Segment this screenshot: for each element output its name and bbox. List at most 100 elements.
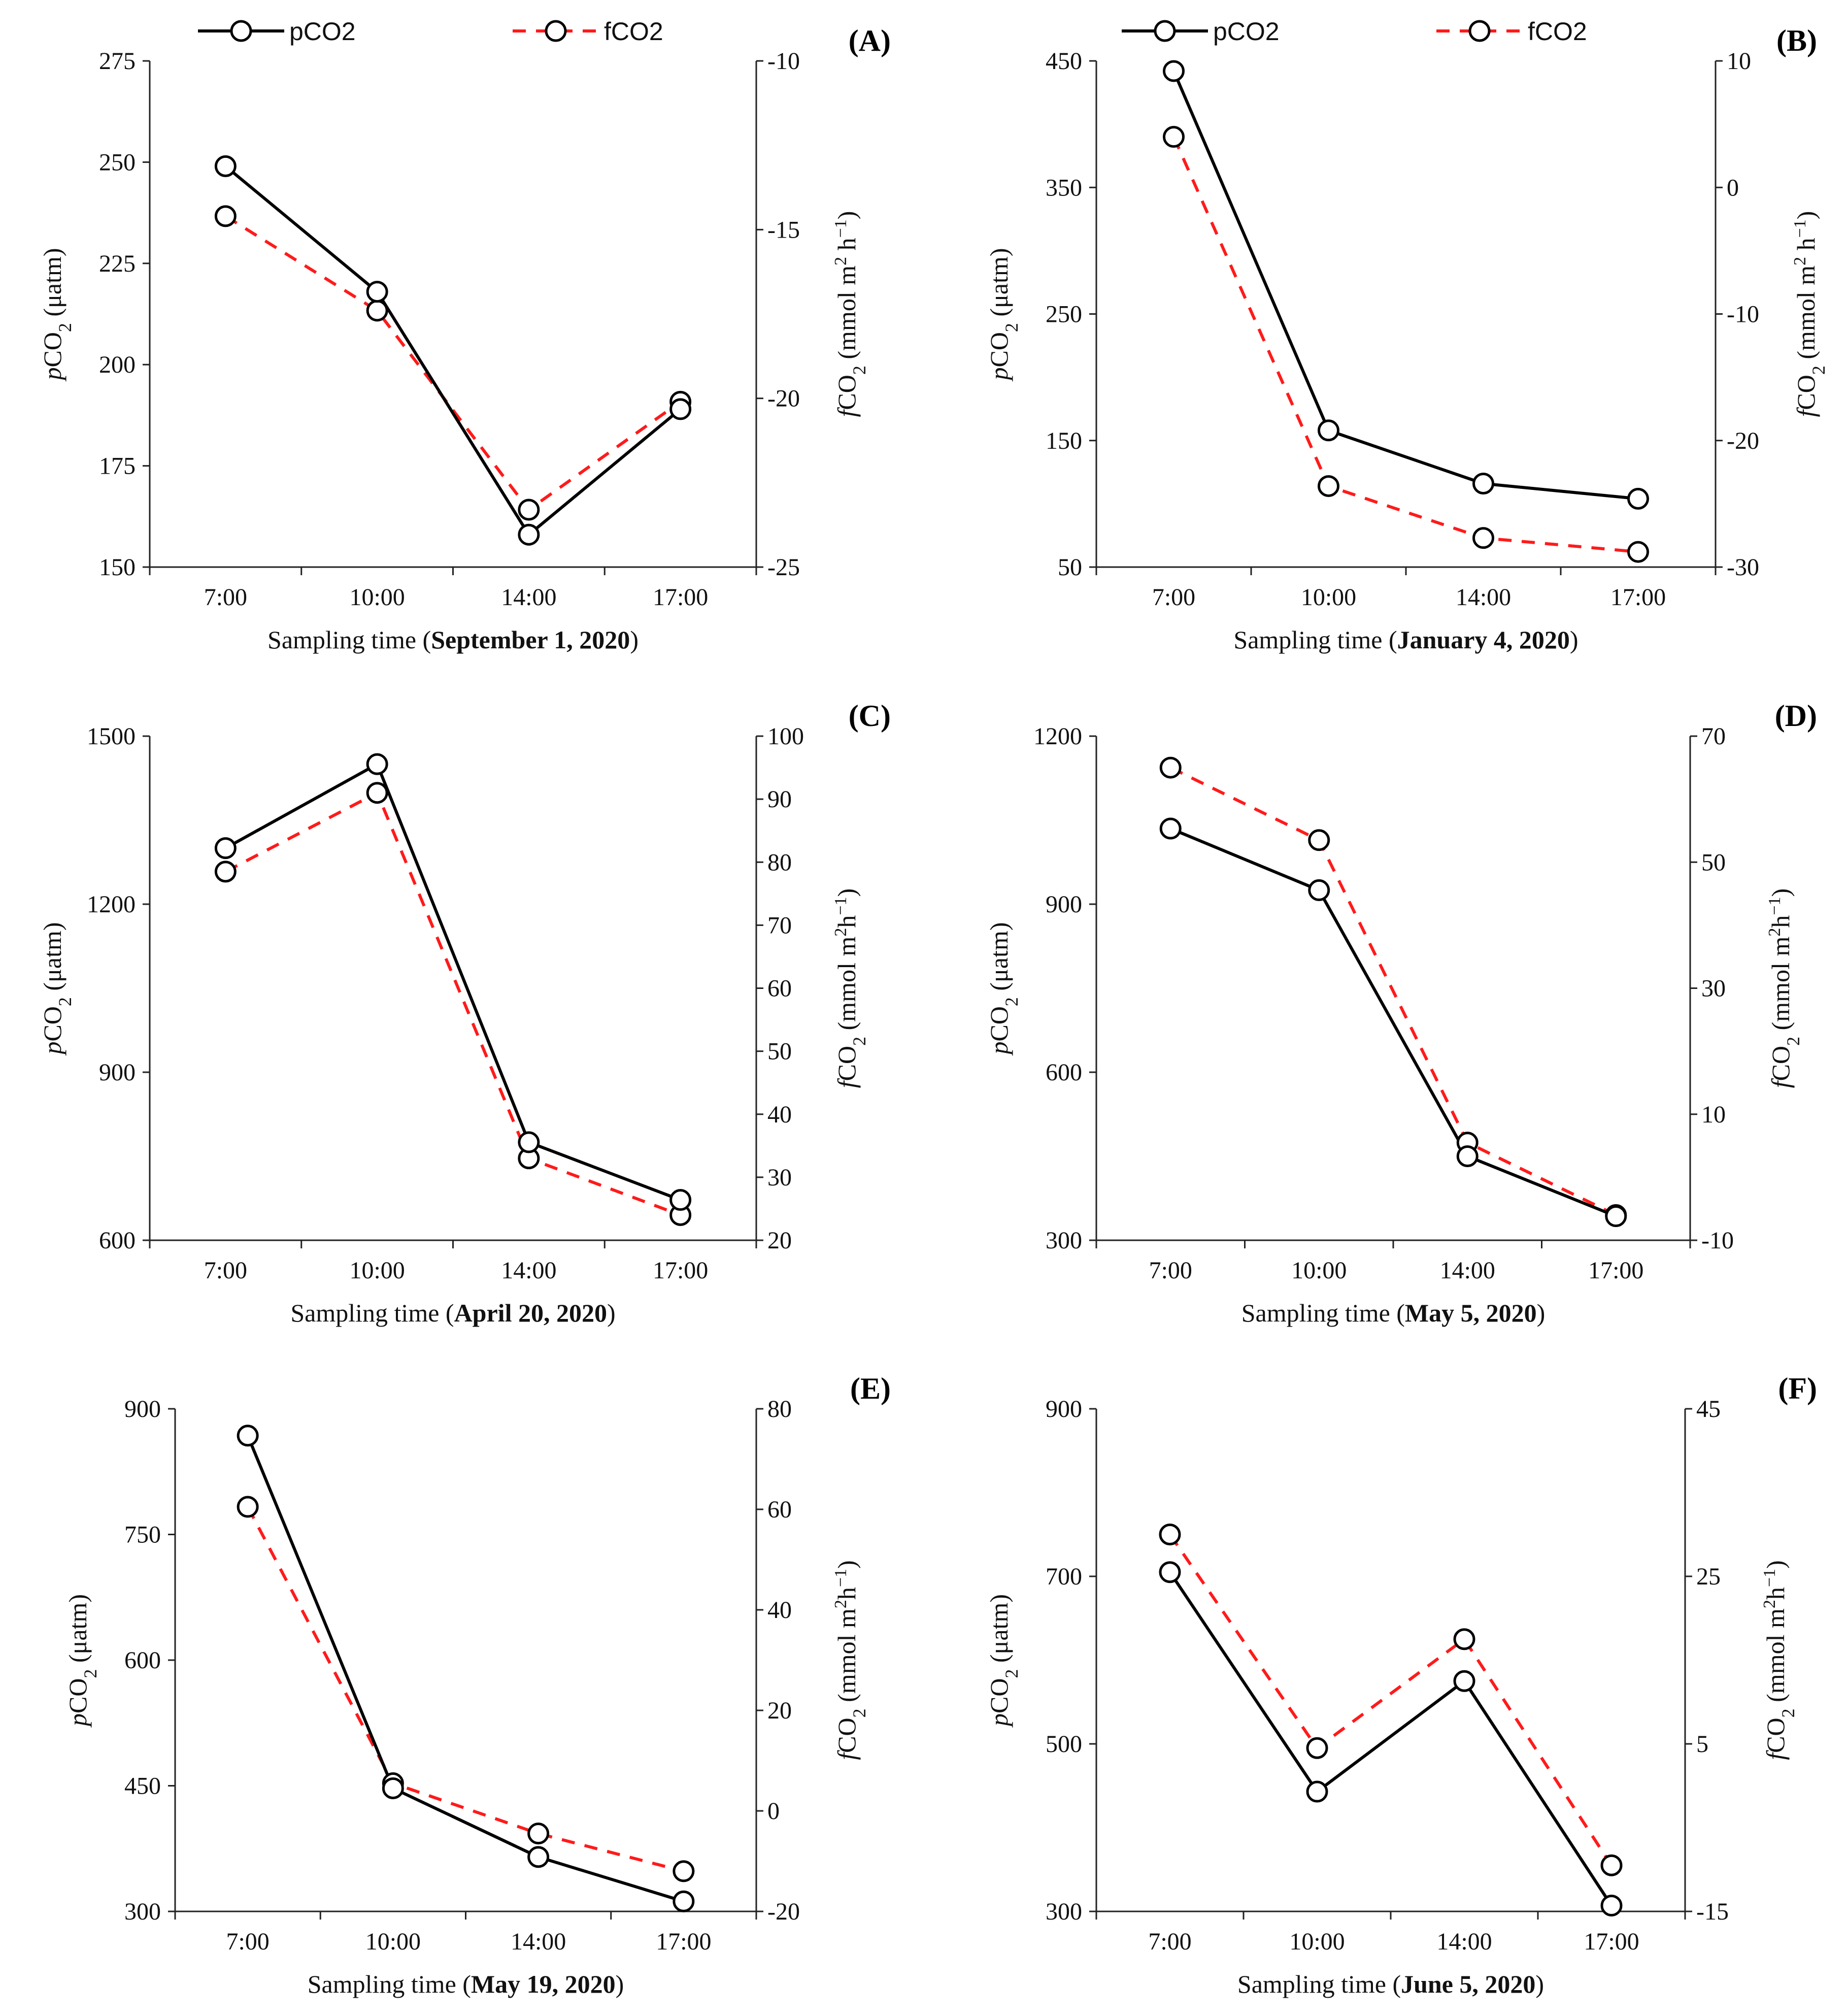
panel-c-fco2-point xyxy=(366,782,388,804)
panel-d-right-axis-title: fCO2 (mmol m2h−1) xyxy=(1765,888,1804,1088)
svg-text:fCO2 (mmol m2h−1): fCO2 (mmol m2h−1) xyxy=(831,888,870,1088)
panel-f-left-tick-label: 500 xyxy=(1046,1731,1082,1758)
panel-e-right-axis-title: fCO2 (mmol m2h−1) xyxy=(831,1560,870,1760)
panel-d-left-axis-title: pCO2 (μatm) xyxy=(985,922,1022,1055)
panel-b-x-tick-label: 14:00 xyxy=(1456,584,1511,611)
panel-b-label: (B) xyxy=(1776,24,1817,57)
panel-f-fco2-point xyxy=(1600,1854,1623,1876)
panel-a-fco2-point xyxy=(518,499,540,521)
panel-a-x-tick-label: 17:00 xyxy=(653,584,708,611)
panel-e-right-tick-label: 80 xyxy=(767,1396,792,1423)
panel-b-fco2-point xyxy=(1627,541,1649,563)
panel-b-pco2-point xyxy=(1472,472,1494,494)
panel-c-right-tick-label: 50 xyxy=(767,1038,792,1065)
legend-pco2-label: pCO2 xyxy=(289,17,356,46)
panel-c-right-tick-label: 80 xyxy=(767,849,792,876)
panel-a-left-tick-label: 175 xyxy=(99,453,136,480)
panel-a: 150 175 200 225 250 275 -25 -20 -15 -10 7:00 10:00 1… xyxy=(99,24,891,654)
panel-a-fco2-line xyxy=(224,215,682,512)
panel-d-left-tick-label: 900 xyxy=(1046,891,1082,918)
panel-f-x-axis-title: Sampling time (June 5, 2020) xyxy=(1237,1970,1544,1998)
panel-d-left-tick-label: 300 xyxy=(1046,1227,1082,1254)
panel-a-x-axis-title: Sampling time (September 1, 2020) xyxy=(267,625,639,654)
panel-f-pco2-point xyxy=(1453,1670,1475,1692)
svg-text:pCO2 (μatm): pCO2 (μatm) xyxy=(38,248,75,381)
panel-e-right-tick-label: -20 xyxy=(767,1898,800,1925)
panel-b-right-axis-title: fCO2 (mmol m2 h−1) xyxy=(1791,211,1829,417)
legend-pco2-label: pCO2 xyxy=(1213,17,1280,46)
panel-e-fco2-line xyxy=(246,1506,684,1873)
panel-b-right-tick-label: 10 xyxy=(1727,48,1751,75)
panel-a-right-tick-label: -15 xyxy=(767,216,800,243)
svg-text:pCO2 (μatm): pCO2 (μatm) xyxy=(985,1594,1022,1728)
panel-a-right-tick-label: -25 xyxy=(767,554,800,581)
legend-pco2-marker xyxy=(230,20,252,42)
panel-d-right-tick-label: 70 xyxy=(1701,723,1726,750)
panel-b-left-tick-label: 150 xyxy=(1046,427,1082,454)
panel-e-left-axis-title: pCO2 (μatm) xyxy=(63,1594,100,1728)
panel-e-left-tick-label: 450 xyxy=(124,1773,161,1800)
panel-e-fco2-point xyxy=(527,1823,550,1845)
panel-e-x-tick-label: 7:00 xyxy=(226,1928,269,1955)
panel-a-right-tick-label: -20 xyxy=(767,385,800,412)
panel-d-x-tick-label: 7:00 xyxy=(1149,1257,1192,1284)
panel-a-pco2-point xyxy=(366,281,388,303)
panel-f-x-tick-label: 7:00 xyxy=(1148,1928,1191,1955)
panel-d-left-tick-label: 600 xyxy=(1046,1059,1082,1086)
panel-c-x-axis-title: Sampling time (April 20, 2020) xyxy=(290,1299,615,1327)
panel-b-left-tick-label: 450 xyxy=(1046,48,1082,75)
panel-d: 300 600 900 1200 -10 10 30 50 70 7:00 10:00 14:00 17… xyxy=(1033,699,1817,1327)
panel-c: 600 900 1200 1500 20 30 40 50 60 70 80 90 100 7:00 10:… xyxy=(87,699,891,1327)
panel-c-right-tick-label: 60 xyxy=(767,975,792,1002)
panel-b-x-tick-label: 10:00 xyxy=(1301,584,1356,611)
svg-text:pCO2 (μatm): pCO2 (μatm) xyxy=(63,1594,100,1728)
panel-a-pco2-point xyxy=(214,155,237,177)
panel-b-right-tick-label: -20 xyxy=(1727,427,1759,454)
panel-d-x-tick-label: 17:00 xyxy=(1588,1257,1643,1284)
svg-text:fCO2 (mmol m2h−1): fCO2 (mmol m2h−1) xyxy=(1765,888,1804,1088)
panel-b: 50 150 250 350 450 -30 -20 -10 0 10 7:00 10:00 14:00… xyxy=(1046,24,1817,654)
panel-d-label: (D) xyxy=(1775,699,1817,733)
panel-f-pco2-point xyxy=(1600,1894,1623,1916)
panel-b-x-tick-label: 17:00 xyxy=(1610,584,1666,611)
panel-b-right-tick-label: -10 xyxy=(1727,301,1759,328)
panel-c-left-axis-title: pCO2 (μatm) xyxy=(38,922,75,1055)
panel-d-pco2-line xyxy=(1170,827,1617,1218)
panel-e-pco2-point xyxy=(237,1425,259,1447)
panel-e-right-tick-label: 20 xyxy=(767,1697,792,1724)
panel-e-left-tick-label: 750 xyxy=(124,1522,161,1548)
panel-e-left-tick-label: 600 xyxy=(124,1647,161,1674)
panel-e-right-tick-label: 40 xyxy=(767,1597,792,1624)
svg-text:pCO2 (μatm): pCO2 (μatm) xyxy=(985,922,1022,1055)
panel-a-left-axis-title: pCO2 (μatm) xyxy=(38,248,75,381)
panel-b-pco2-point xyxy=(1318,419,1339,442)
panel-f-right-tick-label: 45 xyxy=(1696,1396,1721,1423)
panel-c-left-tick-label: 900 xyxy=(99,1059,136,1086)
panel-e: 300 450 600 750 900 -20 0 20 40 60 80 7:00 10:00 14:0… xyxy=(124,1372,891,1998)
legend-pco2-marker xyxy=(1154,20,1176,42)
panel-d-fco2-point xyxy=(1159,756,1182,779)
panel-a-left-tick-label: 275 xyxy=(99,48,136,75)
panel-d-pco2-point xyxy=(1605,1205,1627,1228)
panel-c-left-tick-label: 600 xyxy=(99,1227,136,1254)
panel-f-right-tick-label: 25 xyxy=(1696,1563,1721,1590)
panel-c-left-tick-label: 1200 xyxy=(87,891,136,918)
panel-f-x-tick-label: 10:00 xyxy=(1289,1928,1345,1955)
panel-a-left-tick-label: 200 xyxy=(99,351,136,378)
panel-e-fco2-point xyxy=(673,1860,695,1882)
panel-d-right-tick-label: 10 xyxy=(1701,1101,1726,1128)
panel-f-pco2-point xyxy=(1306,1780,1328,1803)
panel-b-x-tick-label: 7:00 xyxy=(1152,584,1195,611)
svg-text:fCO2 (mmol m2 h−1): fCO2 (mmol m2 h−1) xyxy=(831,211,870,417)
panel-c-x-tick-label: 10:00 xyxy=(349,1257,405,1284)
panel-c-pco2-line xyxy=(224,762,681,1202)
panel-f-x-tick-label: 14:00 xyxy=(1436,1928,1492,1955)
panel-d-pco2-point xyxy=(1159,817,1182,840)
panel-e-pco2-point xyxy=(382,1777,404,1799)
panel-e-pco2-point xyxy=(527,1846,550,1868)
legend-fco2-label: fCO2 xyxy=(604,17,663,46)
svg-text:fCO2 (mmol m2h−1): fCO2 (mmol m2h−1) xyxy=(831,1560,870,1760)
panel-c-right-tick-label: 90 xyxy=(767,786,792,813)
panel-f-right-tick-label: 5 xyxy=(1696,1731,1708,1758)
